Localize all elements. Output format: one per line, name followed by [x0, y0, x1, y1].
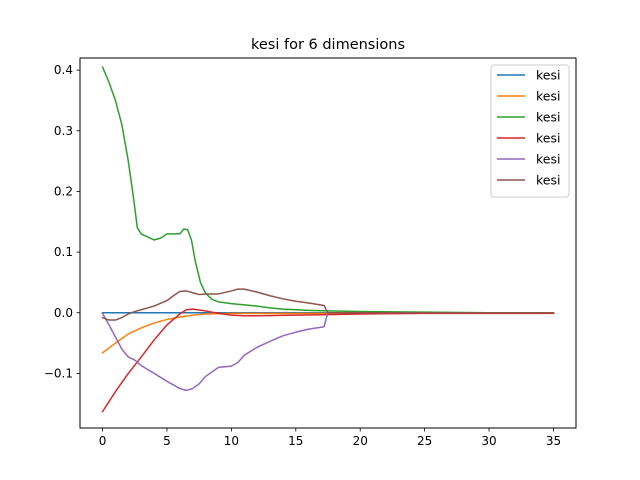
legend-label: kesi — [536, 68, 560, 83]
y-tick-label: 0.2 — [54, 184, 73, 198]
series-line-3 — [101, 66, 555, 314]
x-tick-label: 20 — [353, 434, 368, 448]
y-tick-label: 0.0 — [54, 306, 73, 320]
legend-label: kesi — [536, 89, 560, 104]
series-line-4 — [101, 308, 555, 413]
legend-box — [490, 64, 570, 198]
x-tick-label: 0 — [99, 434, 107, 448]
series-line-6 — [101, 288, 555, 321]
x-axis: 0 5 10 15 20 25 30 35 — [99, 428, 561, 448]
x-tick-label: 10 — [224, 434, 239, 448]
legend-label: kesi — [536, 173, 560, 188]
y-tick-label: 0.1 — [54, 245, 73, 259]
legend-label: kesi — [536, 110, 560, 125]
x-tick-label: 25 — [417, 434, 432, 448]
x-tick-label: 30 — [481, 434, 496, 448]
x-tick-label: 15 — [288, 434, 303, 448]
series-line-5 — [101, 312, 555, 392]
y-axis: −0.1 0.0 0.1 0.2 0.3 0.4 — [44, 63, 80, 380]
x-tick-label: 5 — [163, 434, 171, 448]
legend: kesi kesi kesi kesi kesi kesi — [490, 64, 570, 198]
y-tick-label: 0.3 — [54, 124, 73, 138]
y-tick-label: 0.4 — [54, 63, 73, 77]
chart-title: kesi for 6 dimensions — [251, 37, 405, 53]
y-tick-label: −0.1 — [44, 366, 73, 380]
legend-label: kesi — [536, 152, 560, 167]
legend-label: kesi — [536, 131, 560, 146]
plot-frame — [79, 57, 577, 429]
x-tick-label: 35 — [546, 434, 561, 448]
series-layer — [101, 66, 555, 413]
